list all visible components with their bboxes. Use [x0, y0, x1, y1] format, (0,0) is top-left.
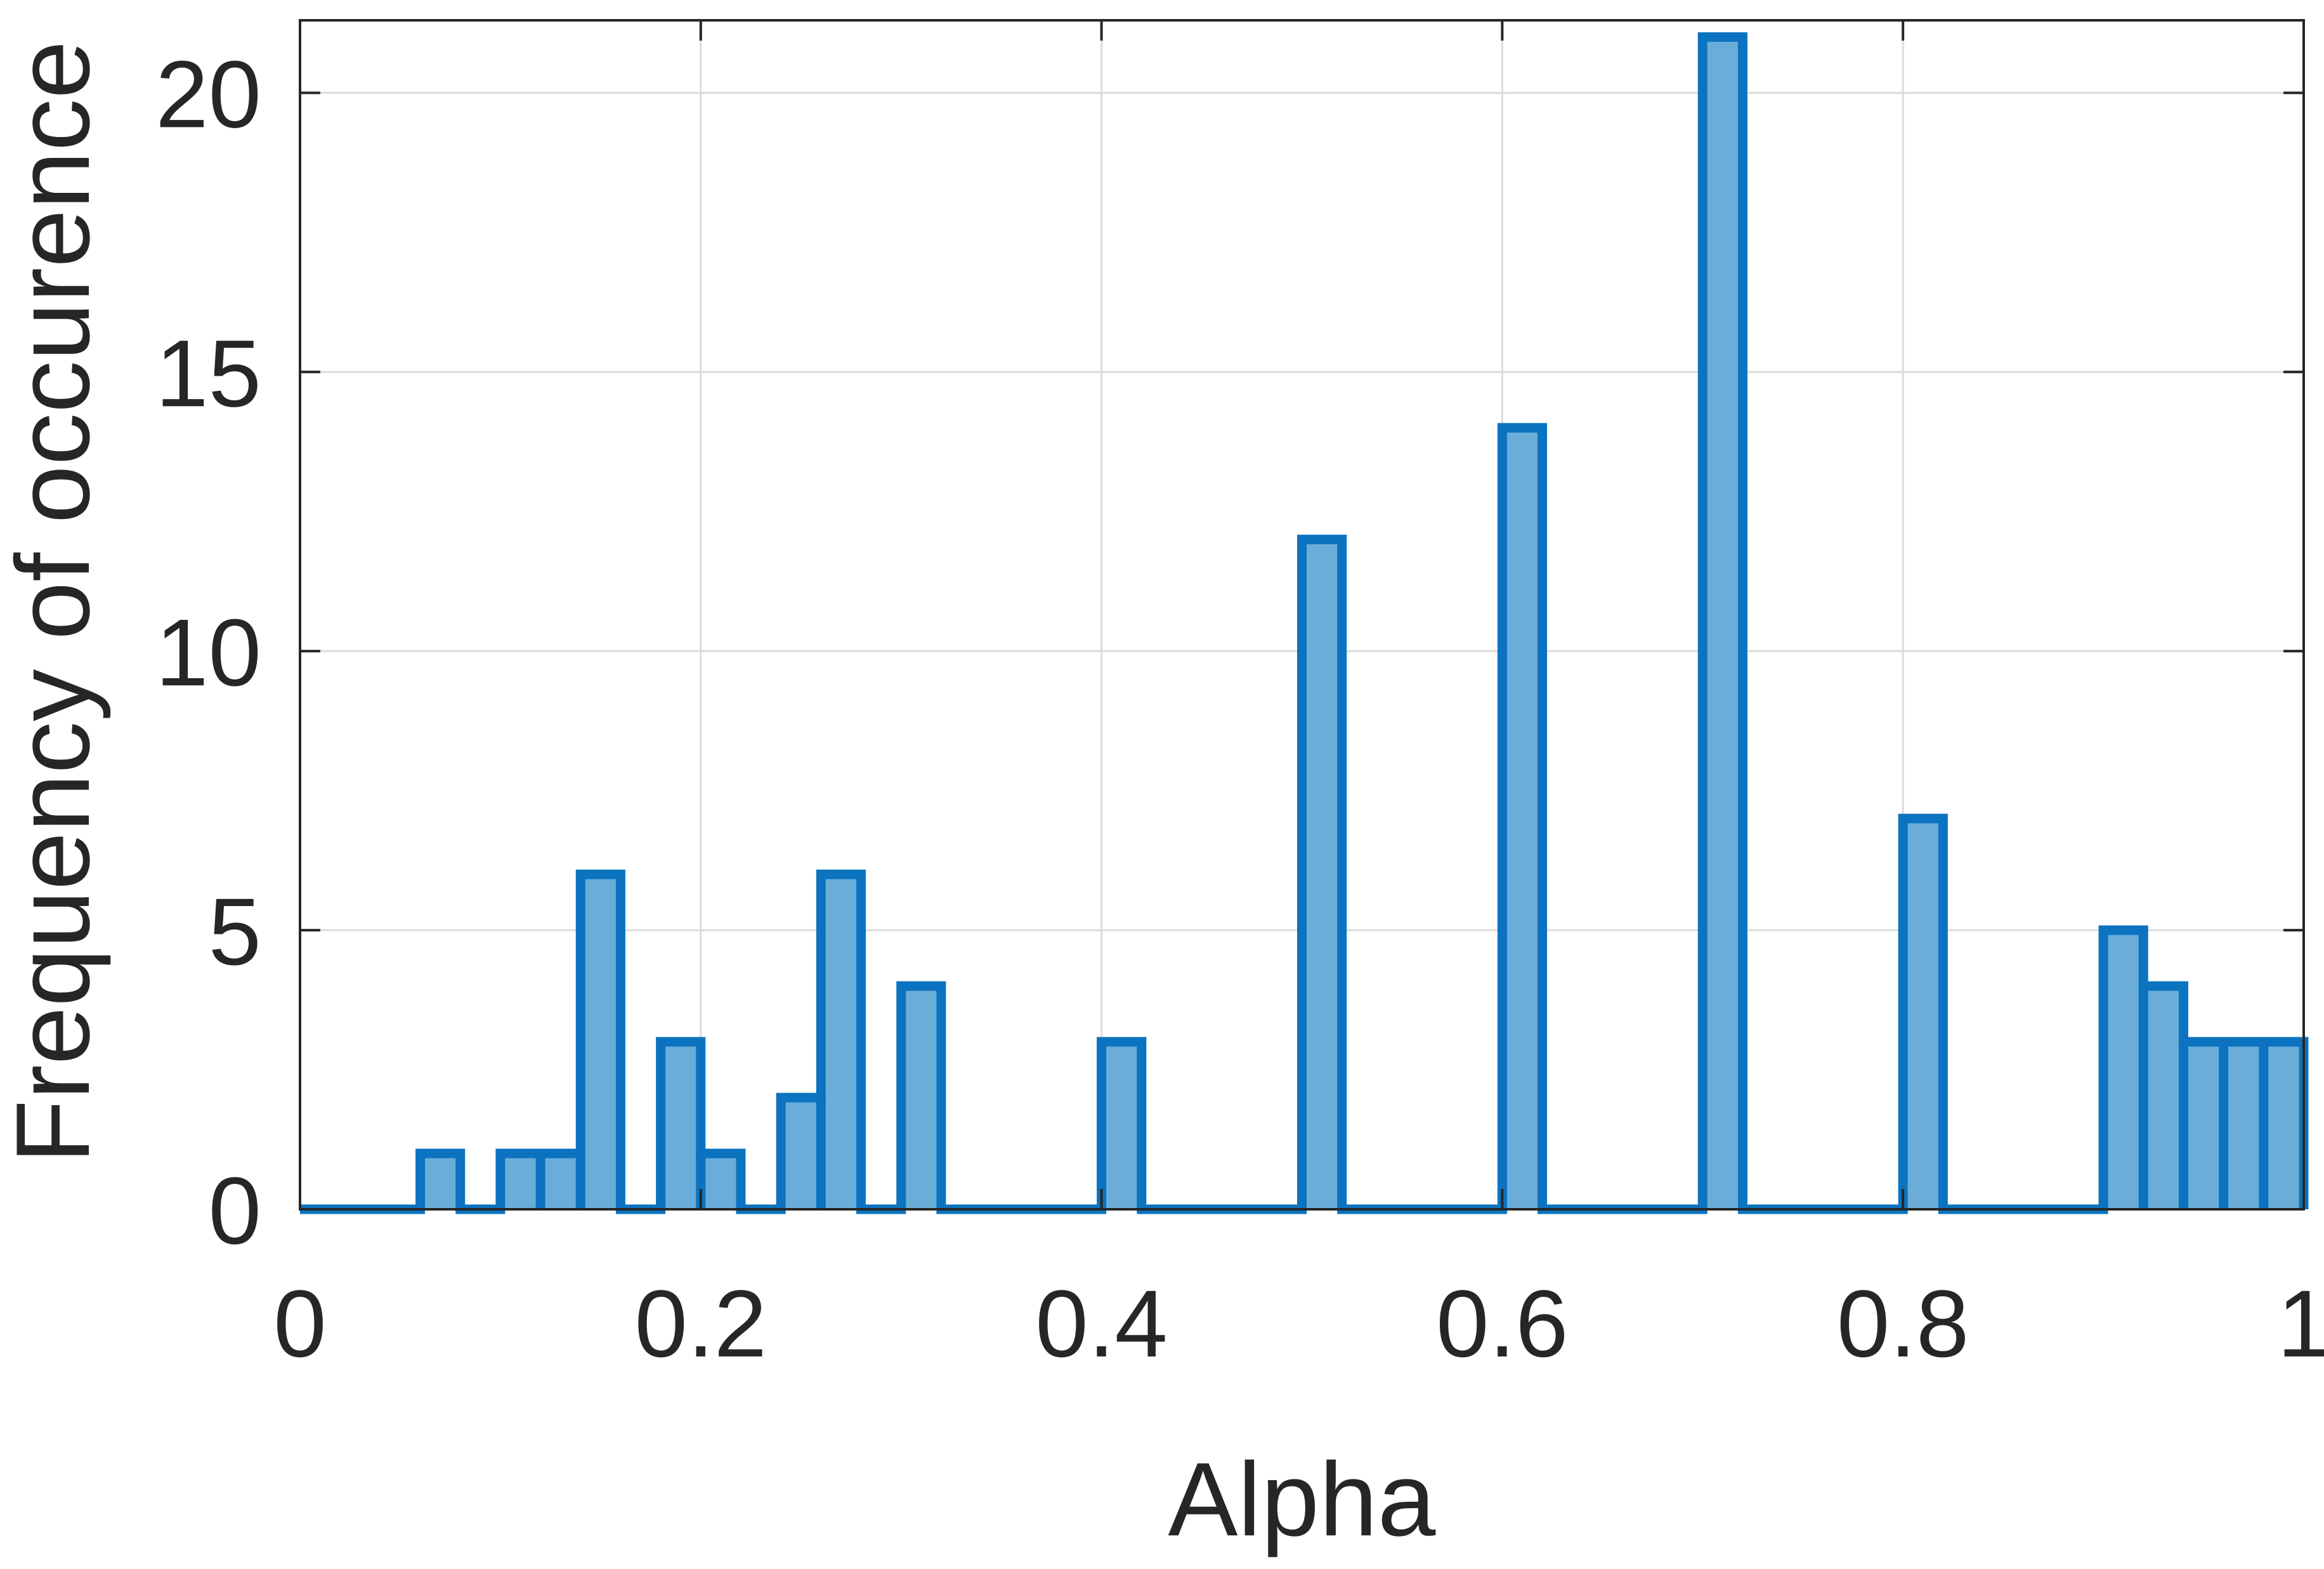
y-tick-label-3: 15 — [155, 320, 261, 426]
bar-3 — [420, 1153, 460, 1209]
bar-48 — [2223, 1042, 2264, 1209]
y-tick-label-2: 10 — [155, 599, 261, 706]
x-tick-label-2: 0.4 — [1035, 1270, 1168, 1377]
bar-47 — [2183, 1042, 2224, 1209]
x-tick-label-3: 0.6 — [1436, 1270, 1569, 1377]
bar-20 — [1101, 1042, 1142, 1209]
bar-7 — [580, 874, 621, 1209]
bar-25 — [1302, 539, 1342, 1209]
bar-6 — [540, 1153, 581, 1209]
bar-40 — [1903, 818, 1943, 1209]
x-tick-label-5: 1 — [2277, 1270, 2324, 1377]
bar-35 — [1702, 37, 1743, 1209]
bar-9 — [660, 1042, 701, 1209]
bar-49 — [2263, 1042, 2304, 1209]
y-axis-label: Frequency of occurence — [0, 41, 111, 1164]
bar-13 — [821, 874, 861, 1209]
bar-5 — [500, 1153, 541, 1209]
bar-12 — [781, 1098, 821, 1209]
histogram-bars — [420, 37, 2304, 1209]
axis-ticks — [299, 20, 2305, 1211]
plot-box — [299, 19, 2305, 1211]
bar-10 — [700, 1153, 741, 1209]
y-tick-label-1: 5 — [209, 878, 261, 985]
y-tick-label-4: 20 — [155, 41, 261, 147]
x-axis-label: Alpha — [1168, 1441, 1435, 1558]
x-tick-label-4: 0.8 — [1837, 1270, 1969, 1377]
bar-45 — [2103, 930, 2144, 1209]
bar-30 — [1502, 428, 1543, 1209]
x-tick-label-1: 0.2 — [635, 1270, 767, 1377]
bar-15 — [901, 986, 941, 1209]
x-tick-label-0: 0 — [273, 1270, 326, 1377]
axes-box — [299, 19, 2305, 1211]
y-tick-label-0: 0 — [209, 1157, 261, 1264]
bar-46 — [2143, 986, 2184, 1209]
